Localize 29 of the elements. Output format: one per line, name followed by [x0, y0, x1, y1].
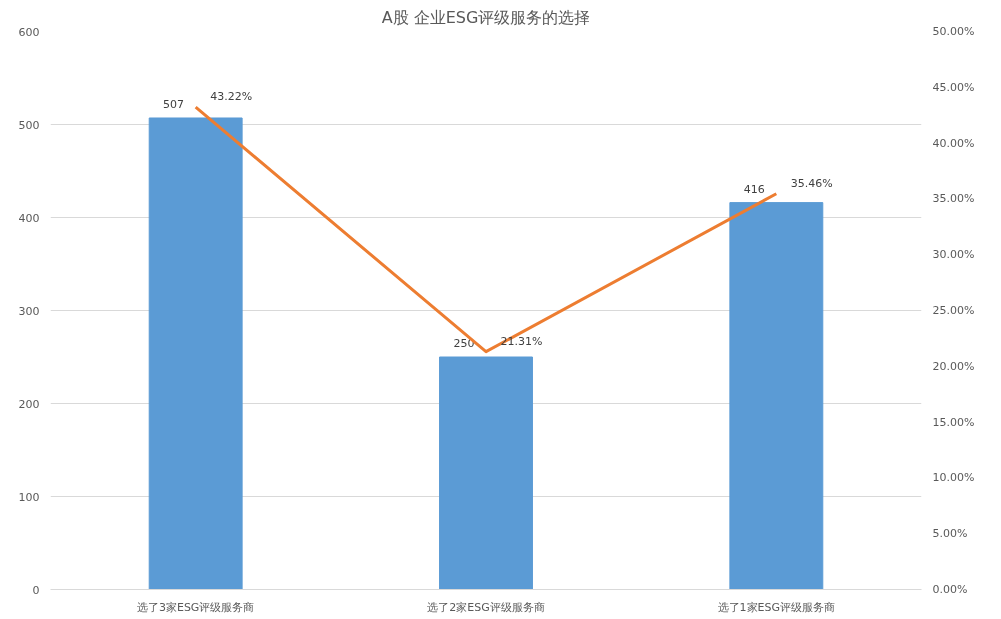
y2-tick-label: 40.00% — [932, 136, 975, 150]
y2-tick-label: 45.00% — [932, 80, 975, 94]
y2-tick-label: 5.00% — [932, 527, 968, 541]
y-tick-label: 600 — [18, 25, 40, 39]
data-label: 35.46% — [790, 176, 833, 190]
y-tick-label: 400 — [18, 211, 40, 225]
bar — [148, 117, 243, 590]
y-tick-label: 0 — [32, 583, 40, 597]
y2-tick-label: 50.00% — [932, 25, 975, 38]
y2-tick-label: 35.00% — [932, 192, 975, 206]
x-tick-label: 选了3家ESG评级服务商 — [136, 600, 255, 614]
y2-tick-label: 15.00% — [932, 415, 975, 429]
y-tick-label: 500 — [18, 118, 40, 132]
y-tick-label: 100 — [18, 490, 40, 504]
data-label: 507 — [163, 97, 185, 111]
bar — [729, 202, 824, 590]
data-label: 416 — [743, 182, 765, 196]
y2-tick-label: 30.00% — [932, 248, 975, 262]
y-tick-label: 300 — [18, 304, 40, 318]
x-tick-label: 选了1家ESG评级服务商 — [717, 600, 836, 614]
y-tick-label: 200 — [18, 397, 40, 411]
x-tick-label: 选了2家ESG评级服务商 — [427, 600, 545, 614]
y2-tick-label: 25.00% — [932, 304, 975, 317]
bar — [439, 356, 533, 590]
chart-title: A股 企业ESG评级服务的选择 — [381, 7, 591, 27]
y2-tick-label: 20.00% — [932, 359, 975, 373]
y2-tick-label: 0.00% — [932, 583, 968, 596]
y2-tick-label: 10.00% — [932, 471, 975, 485]
data-label: 43.22% — [210, 90, 253, 104]
